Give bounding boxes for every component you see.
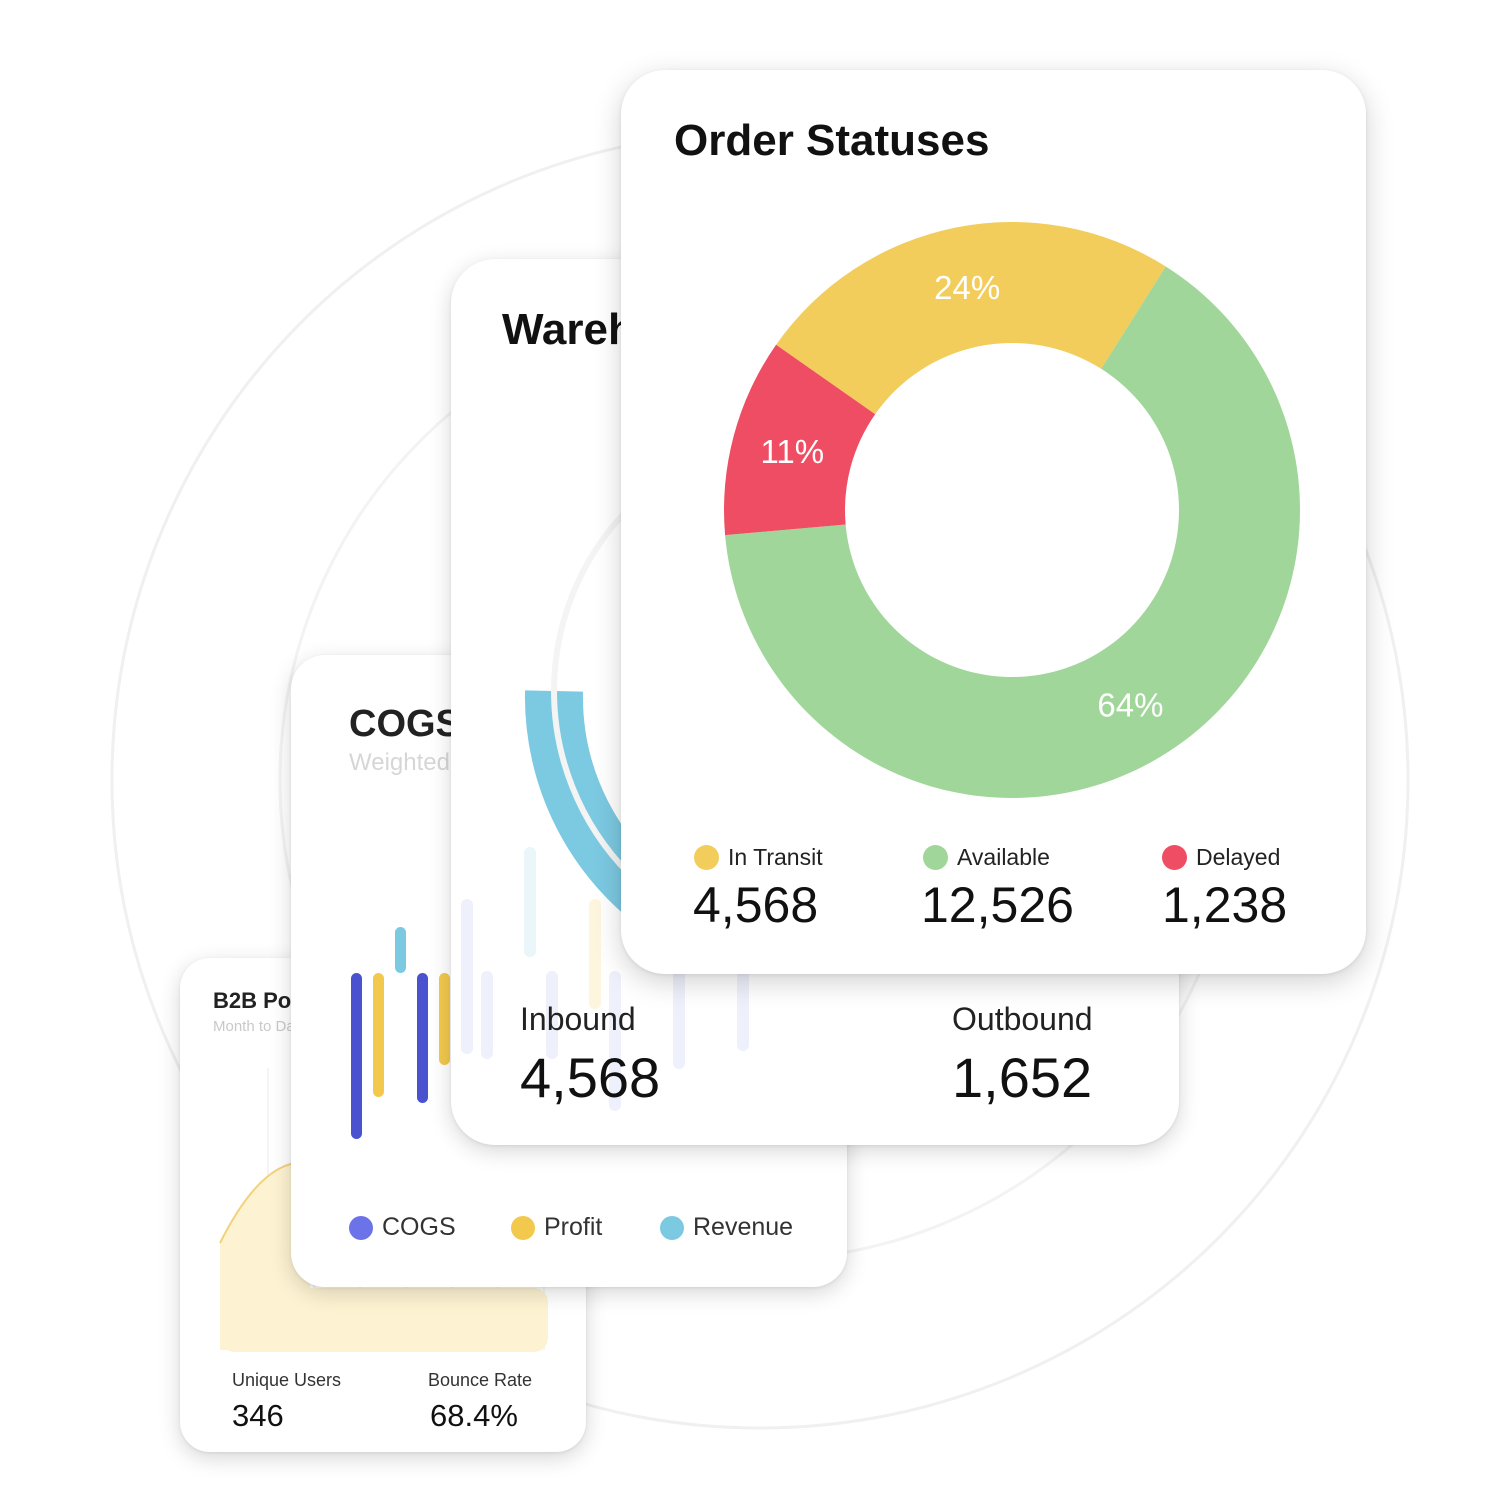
slice-delayed-label: 11% [760, 433, 824, 470]
legend-cogs: COGS [349, 1213, 456, 1242]
faded-bar [461, 899, 473, 1054]
slice-available-label: 64% [1097, 686, 1163, 723]
revenue-dot-icon [660, 1215, 684, 1240]
legend-profit-label: Profit [544, 1213, 603, 1241]
legend-in-transit: In Transit [694, 844, 823, 871]
b2b-subtitle: Month to Date [213, 1018, 308, 1035]
revenue-bar [395, 927, 406, 973]
cogs-bar-chart [351, 927, 450, 1139]
legend-delayed-label: Delayed [1196, 844, 1281, 870]
cogs-bar [417, 973, 428, 1103]
profit-dot-icon [511, 1215, 535, 1240]
legend-revenue: Revenue [660, 1213, 793, 1242]
legend-delayed: Delayed [1162, 844, 1280, 871]
inbound-value: 4,568 [520, 1046, 661, 1109]
legend-cogs-label: COGS [382, 1213, 456, 1241]
order-statuses-title: Order Statuses [674, 116, 990, 165]
legend-profit: Profit [511, 1213, 602, 1242]
slice-in-transit-label: 24% [934, 269, 1000, 306]
legend-in-transit-label: In Transit [728, 844, 823, 870]
slice-in-transit [776, 222, 1166, 415]
faded-bar [609, 971, 621, 1111]
cogs-dot-icon [349, 1215, 373, 1240]
b2b-area-base [220, 1288, 548, 1352]
unique-users-value: 346 [232, 1398, 284, 1433]
legend-revenue-label: Revenue [693, 1213, 794, 1241]
faded-bar [481, 971, 493, 1059]
slice-delayed [724, 344, 876, 536]
legend-available: Available [923, 844, 1050, 871]
slice-available [725, 266, 1300, 799]
legend-available-label: Available [957, 844, 1050, 870]
order-statuses-card: 24% 64% 11% Order Statuses In Transit Avai… [621, 70, 1366, 974]
profit-bar [373, 973, 384, 1097]
in-transit-value: 4,568 [693, 877, 819, 933]
profit-bar [439, 973, 450, 1065]
cogs-title: COGS [349, 703, 461, 745]
in-transit-dot-icon [694, 845, 719, 870]
delayed-dot-icon [1162, 845, 1187, 870]
faded-bar [524, 847, 536, 957]
available-dot-icon [923, 845, 948, 870]
cogs-bar [351, 973, 362, 1139]
inbound-label: Inbound [520, 1001, 636, 1037]
unique-users-label: Unique Users [232, 1370, 342, 1390]
order-statuses-donut: 24% 64% 11% [724, 222, 1300, 799]
bounce-rate-label: Bounce Rate [428, 1370, 533, 1390]
faded-bar [737, 971, 749, 1051]
faded-bar [673, 971, 685, 1069]
available-value: 12,526 [921, 877, 1074, 933]
outbound-value: 1,652 [952, 1046, 1093, 1109]
faded-bar [589, 899, 601, 1009]
outbound-label: Outbound [952, 1001, 1093, 1037]
faded-bar [546, 971, 558, 1059]
bounce-rate-value: 68.4% [430, 1398, 518, 1433]
delayed-value: 1,238 [1162, 877, 1288, 933]
